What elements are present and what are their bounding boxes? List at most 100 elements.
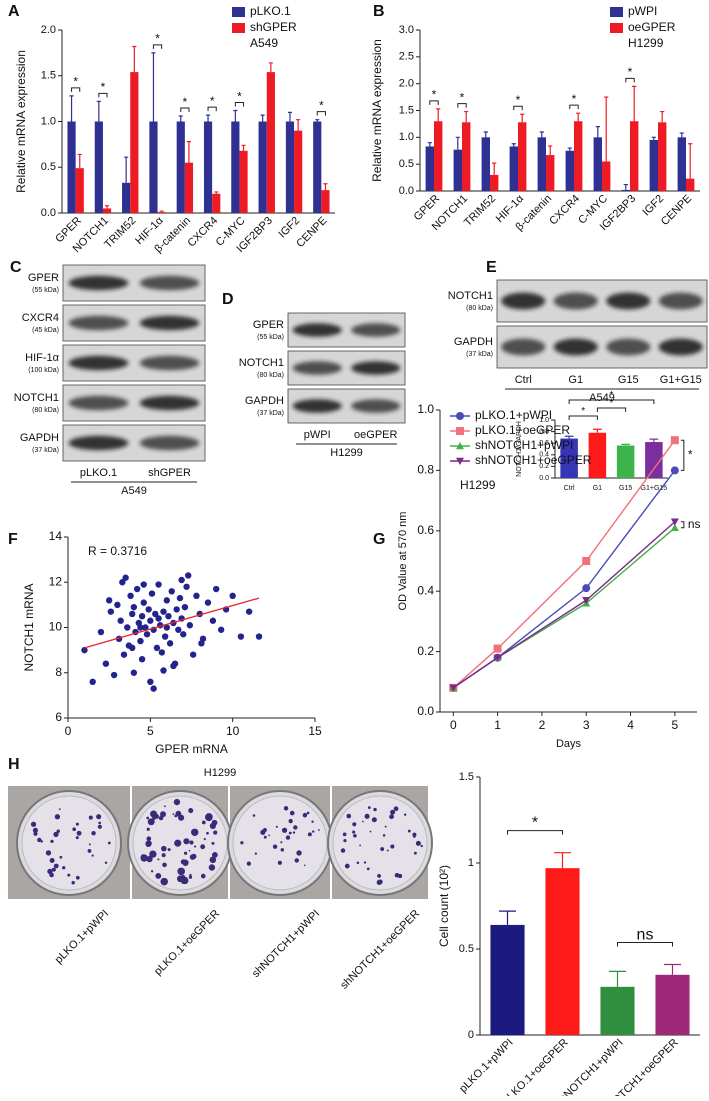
- significance-bracket: [207, 106, 217, 112]
- scatter-point: [209, 617, 217, 624]
- error-bar: [483, 131, 488, 138]
- y-tick-label: 0.0: [539, 475, 549, 482]
- significance-label: ns: [688, 517, 701, 531]
- scatter-point: [142, 624, 149, 631]
- scatter-point: [138, 655, 146, 663]
- significance-label: *: [319, 98, 324, 112]
- panel-label: F: [8, 531, 18, 548]
- colony: [312, 830, 315, 833]
- y-tick-label: 2.0: [41, 24, 56, 36]
- colony: [37, 837, 42, 843]
- protein-size: (80 kDa): [257, 372, 284, 379]
- scatter-point: [150, 685, 157, 692]
- colony: [377, 873, 381, 878]
- colony: [369, 830, 372, 833]
- colony: [172, 813, 175, 816]
- colony: [363, 861, 367, 864]
- protein-size: (55 kDa): [32, 287, 59, 294]
- protein-size: (80 kDa): [466, 305, 493, 312]
- line: [452, 439, 676, 689]
- x-tick-label: CENPE: [294, 215, 329, 250]
- colony: [146, 836, 152, 842]
- significance-label: ns: [637, 926, 654, 943]
- colony: [359, 844, 362, 847]
- colony: [160, 811, 166, 818]
- bar: [425, 146, 434, 191]
- error-bar: [464, 110, 469, 123]
- colony: [356, 861, 360, 865]
- bar: [231, 121, 240, 213]
- colony: [208, 864, 216, 871]
- significance-label: *: [183, 95, 188, 109]
- protein-size: (100 kDa): [28, 367, 59, 374]
- error-bar: [553, 852, 572, 869]
- bar: [481, 137, 490, 191]
- colony: [294, 858, 299, 863]
- x-tick-label: CENPE: [659, 193, 694, 228]
- colony: [140, 854, 146, 860]
- lane-label: shGPER: [148, 467, 191, 479]
- significance-bracket: [596, 407, 627, 412]
- y-tick-label: 0.5: [41, 161, 56, 173]
- scatter-point: [198, 640, 205, 647]
- blot-band: [351, 399, 401, 413]
- y-tick-label: 14: [49, 529, 63, 543]
- colony: [403, 813, 407, 816]
- scatter-point: [102, 660, 110, 667]
- scatter-point: [173, 606, 180, 613]
- colony: [191, 853, 197, 859]
- bar: [239, 150, 248, 213]
- scatter-point: [155, 581, 162, 588]
- colony: [32, 827, 38, 833]
- bar: [649, 140, 658, 191]
- scatter-point: [193, 592, 200, 600]
- bar: [149, 121, 158, 213]
- bar: [122, 182, 131, 213]
- colony: [272, 844, 278, 849]
- panel-label: E: [486, 259, 497, 276]
- colony: [58, 808, 61, 811]
- blot-band: [292, 323, 342, 337]
- error-bar: [455, 136, 460, 150]
- colony: [280, 841, 283, 844]
- scatter-point: [204, 599, 212, 606]
- x-tick-label: 0: [65, 724, 72, 738]
- colony: [412, 835, 416, 838]
- protein-size: (80 kDa): [32, 407, 59, 414]
- line-marker: [456, 427, 464, 435]
- error-bar: [260, 114, 265, 122]
- y-tick-label: 0.4: [417, 583, 434, 597]
- colony: [150, 870, 154, 873]
- colony: [76, 830, 82, 836]
- bar: [621, 189, 630, 191]
- error-bar: [632, 85, 637, 122]
- colony: [67, 873, 71, 877]
- scatter-point: [122, 574, 129, 581]
- colony: [280, 848, 285, 852]
- error-bar: [608, 970, 627, 987]
- colony: [72, 827, 77, 832]
- colony: [380, 847, 385, 852]
- colony: [211, 851, 218, 858]
- x-tick-label: 10: [226, 724, 240, 738]
- colony: [146, 827, 150, 831]
- colony: [157, 858, 160, 861]
- colony: [275, 825, 278, 828]
- error-bar: [206, 114, 211, 122]
- colony: [277, 860, 282, 865]
- lane-label: G1+G15: [660, 374, 702, 386]
- y-axis-label: NOTCH1/GAPDH: [516, 421, 523, 477]
- colony: [182, 859, 189, 866]
- protein-size: (37 kDa): [257, 410, 284, 417]
- colony: [393, 806, 399, 812]
- colony: [206, 831, 209, 835]
- x-tick-label: Ctrl: [564, 485, 575, 492]
- line-marker: [582, 584, 591, 593]
- x-tick-label: CXCR4: [547, 193, 582, 228]
- colony: [107, 841, 111, 845]
- cell-line-label: H1299: [330, 447, 362, 459]
- dish-label: shNOTCH1+oeGPER: [338, 908, 422, 992]
- colony: [254, 852, 258, 855]
- colony: [91, 830, 96, 836]
- y-tick-label: 0: [468, 1029, 474, 1041]
